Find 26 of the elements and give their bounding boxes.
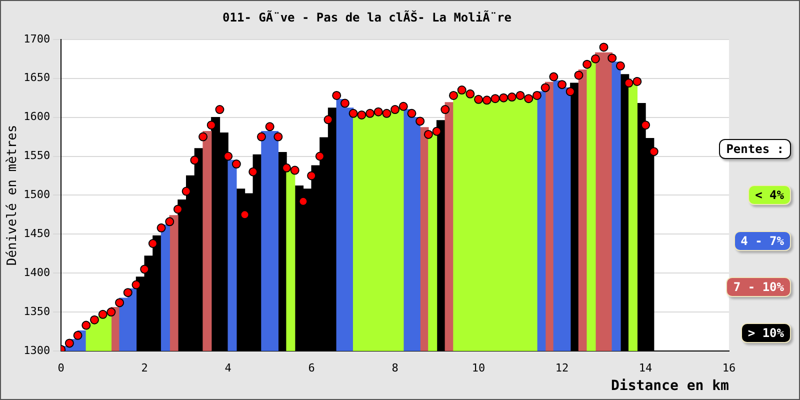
y-tick-label: 1400: [24, 266, 50, 279]
legend-title: Pentes :: [719, 139, 791, 159]
chart-title: 011- GÃ¨ve - Pas de la clÃŠ- La MoliÃ¨re: [222, 9, 512, 24]
y-tick-label: 1600: [24, 110, 50, 124]
x-tick-label: 6: [308, 361, 315, 374]
y-tick-label: 1650: [24, 71, 50, 84]
y-axis-title: Dénivelé en mètres: [5, 124, 20, 266]
y-tick-label: 1550: [24, 149, 50, 162]
y-tick-label: 1450: [24, 227, 50, 240]
text: > 10%: [740, 323, 791, 343]
y-tick-label: 1700: [24, 32, 50, 46]
y-tick-label: 1500: [24, 188, 50, 202]
x-tick-label: 4: [224, 361, 232, 374]
text: 4 - 7%: [734, 231, 791, 251]
x-tick-label: 10: [472, 361, 486, 374]
y-tick-label: 1300: [24, 344, 50, 357]
x-tick-label: 16: [722, 361, 736, 374]
x-tick-label: 12: [555, 361, 569, 374]
x-tick-label: 14: [638, 361, 653, 374]
x-tick-label: 8: [392, 361, 398, 374]
x-tick-label: 0: [58, 361, 64, 374]
x-tick-label: 2: [141, 361, 148, 374]
text: < 4%: [748, 185, 791, 205]
x-axis-title: Distance en km: [610, 378, 729, 394]
text: 7 - 10%: [726, 277, 791, 297]
y-tick-label: 1350: [24, 304, 50, 318]
